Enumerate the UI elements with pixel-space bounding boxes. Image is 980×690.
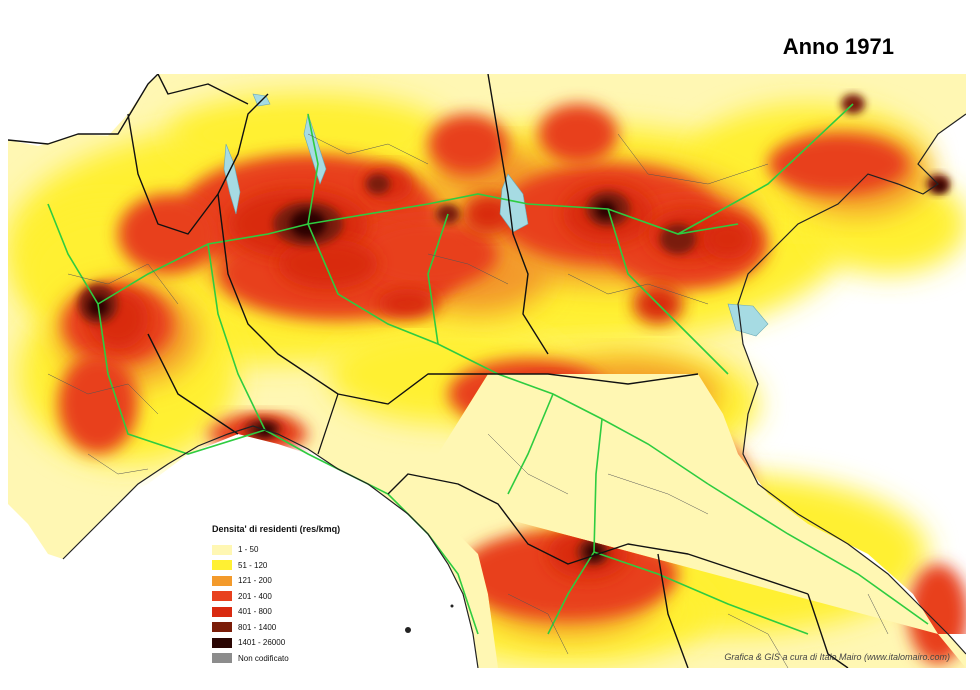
legend-title: Densita' di residenti (res/kmq) [212,524,341,534]
density-map [8,74,966,668]
administrative-boundary [127,93,269,235]
motorway [677,103,854,235]
legend-label: 801 - 1400 [238,622,277,632]
island-capraia [405,627,411,633]
administrative-boundary [317,393,339,455]
legend-label: 1401 - 26000 [238,638,286,648]
lake-maggiore [223,143,241,215]
municipal-boundary [307,133,429,165]
density-zone-801-1400 [660,224,696,254]
map-canvas [8,74,966,668]
municipal-boundary [867,593,889,635]
legend-item: 801 - 1400 [212,620,340,636]
administrative-boundary [8,74,159,145]
motorway [507,393,554,495]
motorway [47,203,99,305]
motorway [97,193,739,305]
administrative-boundary [217,193,699,405]
density-zone-401-800 [703,219,753,259]
density-zone-201-400 [118,194,218,274]
legend-swatch [212,606,232,617]
density-zone-201-400 [768,134,908,194]
legend-item: 121 - 200 [212,573,340,589]
page-title: Anno 1971 [782,34,894,59]
administrative-boundary [157,74,249,105]
lagoon [727,303,769,337]
administrative-boundary [487,74,549,355]
density-zone-201-400 [538,104,618,164]
municipal-boundary [87,453,149,475]
density-zone-201-400 [428,114,508,174]
municipal-boundary [507,593,569,655]
density-zone-401-800 [378,289,438,319]
legend-swatch [212,591,232,602]
administrative-boundary [147,333,239,435]
motorway [97,303,266,455]
motorway [707,483,929,625]
roads-layer [47,103,929,635]
municipal-boundary [617,133,769,185]
density-zone-801-1400 [366,174,390,194]
motorway [307,113,319,225]
motorway [427,213,449,345]
municipal-boundary [427,253,509,285]
legend-swatch [212,575,232,586]
legend-item: 51 - 120 [212,558,340,574]
municipal-boundary [67,263,179,305]
legend-item: 201 - 400 [212,589,340,605]
municipal-boundary [567,273,709,305]
administrative-boundary [387,473,809,595]
credit-text: Grafica & GIS a cura di Italo Mairo (www… [724,652,950,662]
motorway [593,551,809,635]
coastline [62,113,966,668]
legend-label: 201 - 400 [238,591,272,601]
legend-label: 51 - 120 [238,560,268,570]
motorway [207,243,266,431]
boundaries-layer [8,74,889,668]
legend-swatch [212,637,232,648]
density-zone-1401-26000 [596,201,616,219]
administrative-boundary [657,553,689,668]
legend-label: Non codificato [238,653,289,663]
administrative-boundary [807,593,849,668]
municipal-boundary [727,613,789,668]
legend-item: 1401 - 26000 [212,635,340,651]
municipal-boundary [487,433,569,495]
legend-item: 401 - 800 [212,604,340,620]
legend-swatch [212,560,232,571]
legend-item: Non codificato [212,651,340,667]
municipal-boundary [47,373,159,415]
legend-swatch [212,653,232,664]
legend-label: 121 - 200 [238,576,272,586]
island-dot [450,604,454,608]
legend-swatch [212,622,232,633]
density-zone-201-400 [58,354,138,454]
municipal-boundary [607,473,709,515]
legend: Densita' di residenti (res/kmq) 1 - 50 51… [212,524,340,666]
legend-label: 401 - 800 [238,607,272,617]
density-zone-401-800 [278,239,378,289]
legend-label: 1 - 50 [238,545,259,555]
legend-rows: 1 - 50 51 - 120 121 - 200 201 - 400 401 - 80… [212,542,340,666]
legend-swatch [212,544,232,555]
motorway [607,208,729,375]
legend-item: 1 - 50 [212,542,340,558]
